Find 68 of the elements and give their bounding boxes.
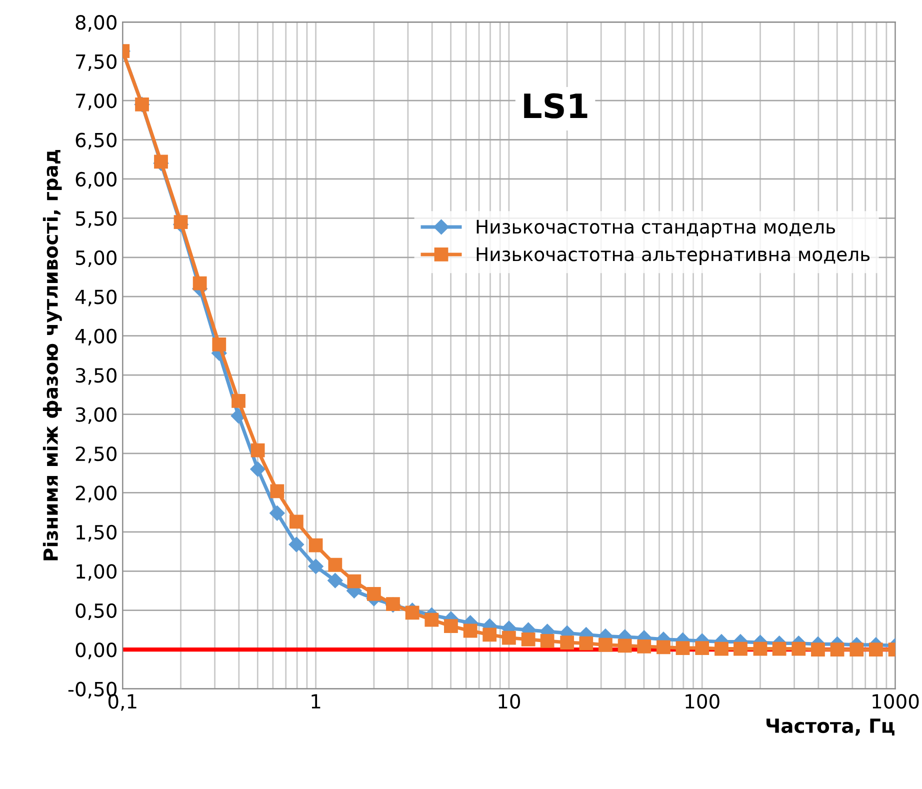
point: [366, 586, 381, 601]
x-tick-label: 1: [312, 694, 320, 708]
legend-label: Низькочастотна стандартна модель: [476, 220, 836, 238]
x-axis-title: Частота, Гц: [766, 718, 894, 736]
y-tick-label: 6,00: [76, 172, 116, 189]
point: [328, 558, 342, 572]
y-tick-label: 8,00: [76, 15, 116, 32]
y-tick-label: 2,00: [76, 486, 116, 502]
point: [753, 642, 768, 656]
y-tick-label: 4,50: [75, 290, 116, 306]
annotation: LS1: [524, 93, 588, 118]
y-tick-label: 5,00: [76, 250, 116, 268]
point: [405, 606, 420, 620]
point: [656, 640, 670, 654]
point: [192, 276, 207, 290]
y-tick-label: 6,50: [76, 132, 116, 150]
point: [250, 443, 265, 458]
legend-label: Низькочастотна альтернативна модель: [476, 247, 870, 265]
y-tick-label: 0,50: [76, 603, 116, 620]
point: [637, 639, 652, 654]
y-tick-label: 3,50: [76, 368, 116, 385]
y-tick-label: 2,50: [76, 446, 116, 464]
point: [811, 642, 825, 657]
y-axis-title: Різнимя між фазою чутливості, град: [42, 150, 62, 560]
point: [212, 338, 226, 352]
point: [676, 641, 690, 655]
point: [560, 636, 574, 650]
point: [850, 642, 864, 657]
point: [424, 612, 439, 627]
point: [308, 538, 323, 552]
point: [250, 462, 266, 477]
point: [772, 642, 786, 656]
point: [598, 638, 612, 652]
point: [714, 642, 728, 656]
point: [463, 624, 478, 638]
point: [270, 484, 284, 498]
x-tick-label: 100: [686, 694, 720, 709]
x-tick-label: 1000: [872, 694, 919, 709]
y-tick-label: 0,00: [76, 642, 116, 660]
point: [734, 642, 748, 656]
point: [482, 628, 497, 642]
point: [270, 506, 285, 521]
point: [288, 536, 304, 552]
point: [154, 154, 168, 169]
point: [174, 215, 188, 230]
point: [618, 638, 632, 653]
point: [792, 642, 806, 656]
y-tick-label: 4,00: [75, 328, 116, 346]
point: [328, 572, 343, 588]
y-tick-label: 5,50: [76, 211, 116, 228]
y-tick-label: 7,00: [76, 93, 116, 110]
y-tick-label: 7,50: [76, 54, 116, 71]
point: [540, 634, 554, 648]
point: [232, 394, 246, 408]
y-tick-label: 3,00: [76, 407, 116, 424]
point: [444, 619, 458, 633]
point: [289, 514, 304, 529]
point: [695, 641, 710, 655]
x-tick-label: 10: [498, 694, 520, 709]
y-tick-label: 1,50: [76, 524, 116, 542]
point: [868, 642, 883, 657]
point: [830, 642, 844, 657]
point: [308, 558, 324, 574]
point: [579, 636, 594, 650]
point: [502, 630, 516, 645]
point: [347, 574, 362, 588]
y-tick-label: 1,00: [76, 564, 116, 581]
point: [521, 632, 536, 646]
